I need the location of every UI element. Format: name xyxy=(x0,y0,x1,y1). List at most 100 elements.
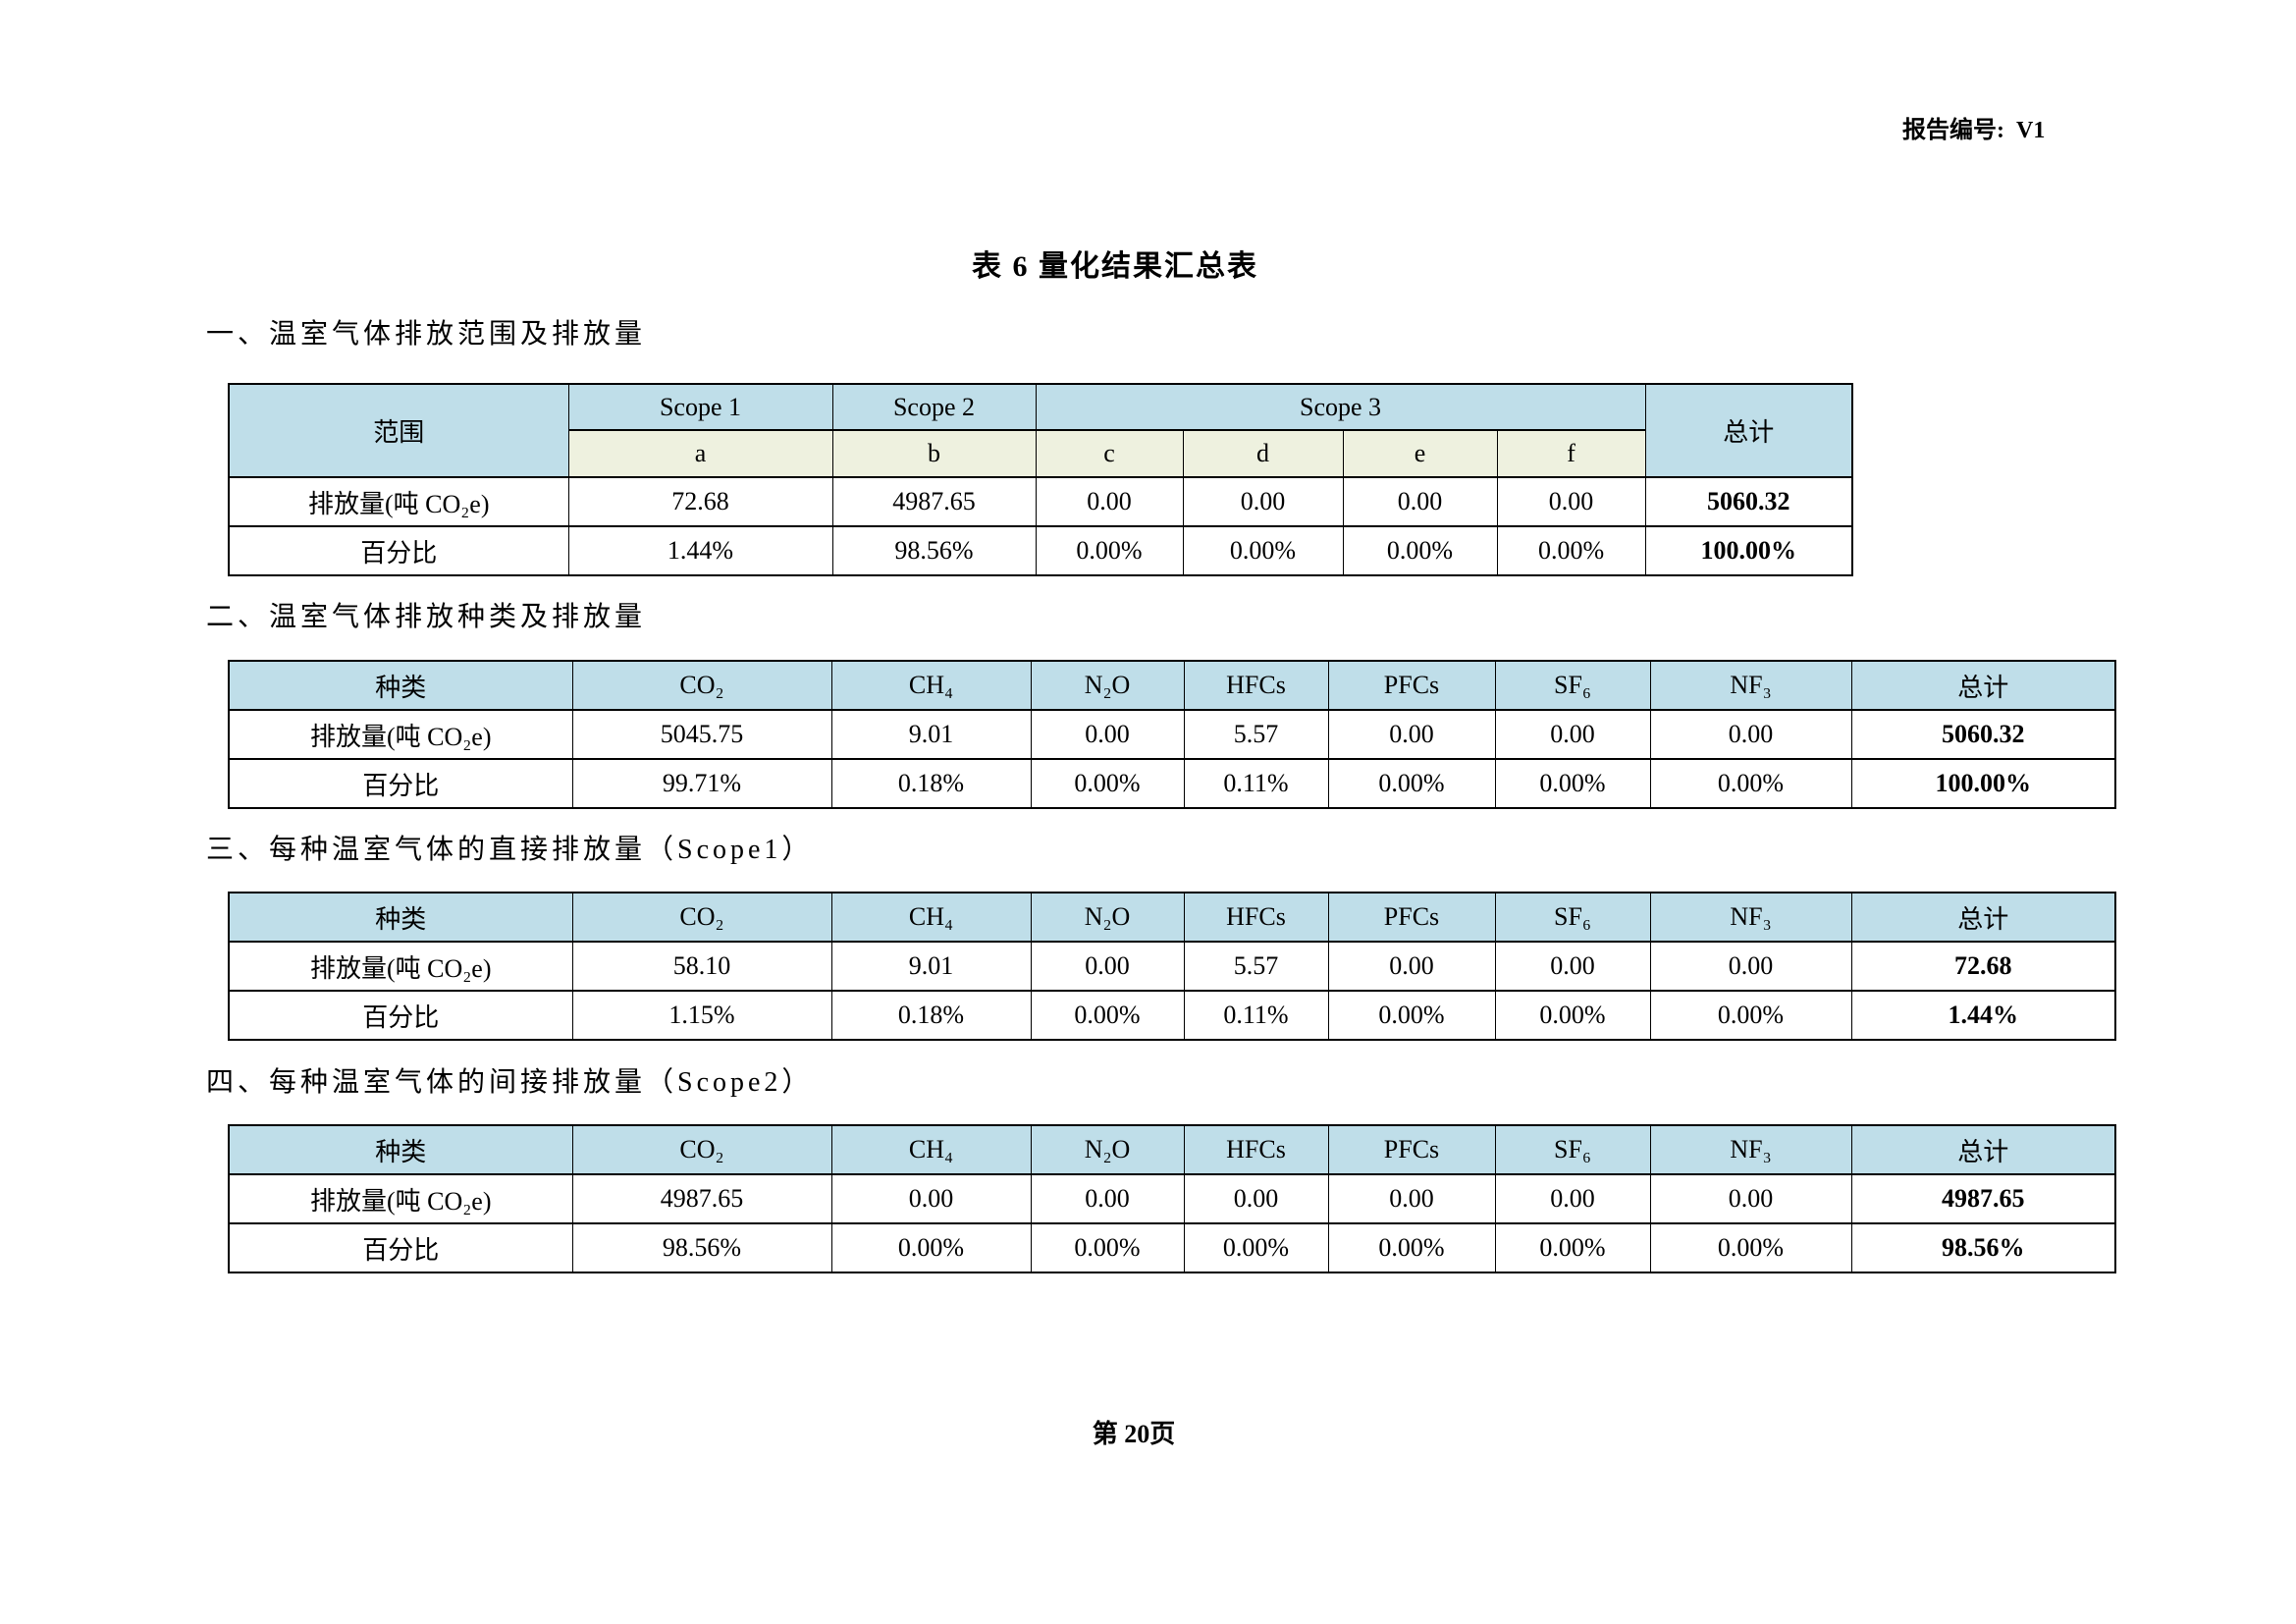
subcol-header-cell: b xyxy=(831,429,1037,478)
value-cell: 0.00% xyxy=(1327,758,1496,809)
total-value-cell: 5060.32 xyxy=(1644,476,1853,527)
row-label-cell: 排放量(吨 CO₂e) xyxy=(228,709,573,760)
table-header-row: 种类 CO₂ CH₄ N₂O HFCs PFCs SF₆ NF₃ 总计 xyxy=(228,660,2116,711)
header-cell: 种类 xyxy=(228,1124,573,1175)
value-cell: 0.00% xyxy=(1649,1222,1852,1273)
header-cell: N₂O xyxy=(1030,1124,1185,1175)
table-subheader-row: a b c d e f xyxy=(229,429,1852,478)
header-cell: NF₃ xyxy=(1649,1124,1852,1175)
table-row: 百分比 98.56% 0.00% 0.00% 0.00% 0.00% 0.00%… xyxy=(228,1222,2116,1273)
value-cell: 0.00 xyxy=(1030,941,1185,992)
header-cell: 总计 xyxy=(1850,660,2116,711)
value-cell: 0.00 xyxy=(1649,941,1852,992)
value-cell: 4987.65 xyxy=(571,1173,832,1224)
header-cell: 总计 xyxy=(1850,1124,2116,1175)
row-label-cell: 百分比 xyxy=(228,758,573,809)
header-cell: SF₆ xyxy=(1494,660,1651,711)
value-cell: 0.00 xyxy=(1035,476,1184,527)
table-row: 排放量(吨 CO₂e) 72.68 4987.65 0.00 0.00 0.00… xyxy=(228,476,1853,527)
total-value-cell: 100.00% xyxy=(1644,525,1853,576)
value-cell: 0.00 xyxy=(1342,476,1498,527)
table-row: 百分比 1.44% 98.56% 0.00% 0.00% 0.00% 0.00%… xyxy=(228,525,1853,576)
value-cell: 0.00% xyxy=(1494,1222,1651,1273)
value-cell: 0.11% xyxy=(1183,990,1329,1041)
row-label-cell: 排放量(吨 CO₂e) xyxy=(228,1173,573,1224)
value-cell: 0.18% xyxy=(830,758,1032,809)
total-value-cell: 72.68 xyxy=(1850,941,2116,992)
value-cell: 0.00% xyxy=(830,1222,1032,1273)
header-cell: N₂O xyxy=(1030,660,1185,711)
value-cell: 0.00 xyxy=(1030,1173,1185,1224)
indirect-emissions-table: 种类 CO₂ CH₄ N₂O HFCs PFCs SF₆ NF₃ 总计 排放量(… xyxy=(228,1124,2116,1273)
header-cell: NF₃ xyxy=(1649,660,1852,711)
value-cell: 5045.75 xyxy=(571,709,832,760)
direct-emissions-table: 种类 CO₂ CH₄ N₂O HFCs PFCs SF₆ NF₃ 总计 排放量(… xyxy=(228,892,2116,1041)
table-header-row: 种类 CO₂ CH₄ N₂O HFCs PFCs SF₆ NF₃ 总计 xyxy=(228,892,2116,943)
corner-header-cell: 范围 xyxy=(228,383,569,478)
value-cell: 0.00% xyxy=(1030,758,1185,809)
scope1-header-cell: Scope 1 xyxy=(567,383,833,431)
gas-types-table: 种类 CO₂ CH₄ N₂O HFCs PFCs SF₆ NF₃ 总计 排放量(… xyxy=(228,660,2116,809)
value-cell: 0.00 xyxy=(1649,1173,1852,1224)
value-cell: 58.10 xyxy=(571,941,832,992)
page-number: 第 20页 xyxy=(1092,1420,1176,1448)
table-row: 排放量(吨 CO₂e) 5045.75 9.01 0.00 5.57 0.00 … xyxy=(228,709,2116,760)
section-heading-2: 二、温室气体排放种类及排放量 xyxy=(206,602,647,632)
scope3-header-cell: Scope 3 xyxy=(1035,383,1646,431)
value-cell: 0.00% xyxy=(1327,1222,1496,1273)
row-label-cell: 百分比 xyxy=(228,525,569,576)
row-label-cell: 排放量(吨 CO₂e) xyxy=(228,476,569,527)
subcol-header-cell: c xyxy=(1035,429,1184,478)
table-row: 百分比 99.71% 0.18% 0.00% 0.11% 0.00% 0.00%… xyxy=(228,758,2116,809)
value-cell: 0.18% xyxy=(830,990,1032,1041)
report-number: 报告编号: V1 xyxy=(1902,118,2046,143)
header-cell: HFCs xyxy=(1183,660,1329,711)
row-label-cell: 百分比 xyxy=(228,1222,573,1273)
table-header-row: 种类 CO₂ CH₄ N₂O HFCs PFCs SF₆ NF₃ 总计 xyxy=(228,1124,2116,1175)
value-cell: 0.00 xyxy=(1182,476,1344,527)
header-cell: CH₄ xyxy=(830,660,1032,711)
value-cell: 0.00% xyxy=(1649,758,1852,809)
value-cell: 1.44% xyxy=(567,525,833,576)
header-cell: PFCs xyxy=(1327,892,1496,943)
value-cell: 5.57 xyxy=(1183,709,1329,760)
value-cell: 0.00% xyxy=(1030,990,1185,1041)
row-label-cell: 排放量(吨 CO₂e) xyxy=(228,941,573,992)
scope-emissions-table: 范围 Scope 1 Scope 2 Scope 3 总计 a b c d e … xyxy=(228,383,1854,576)
total-value-cell: 4987.65 xyxy=(1850,1173,2116,1224)
table-row: 排放量(吨 CO₂e) 58.10 9.01 0.00 5.57 0.00 0.… xyxy=(228,941,2116,992)
value-cell: 0.00 xyxy=(1327,1173,1496,1224)
value-cell: 1.15% xyxy=(571,990,832,1041)
value-cell: 0.00% xyxy=(1494,758,1651,809)
subcol-header-cell: e xyxy=(1342,429,1498,478)
value-cell: 98.56% xyxy=(571,1222,832,1273)
value-cell: 99.71% xyxy=(571,758,832,809)
total-value-cell: 100.00% xyxy=(1850,758,2116,809)
section-heading-3: 三、每种温室气体的直接排放量（Scope1） xyxy=(206,835,814,865)
table-row: 排放量(吨 CO₂e) 4987.65 0.00 0.00 0.00 0.00 … xyxy=(228,1173,2116,1224)
value-cell: 98.56% xyxy=(831,525,1037,576)
header-cell: CH₄ xyxy=(830,892,1032,943)
subcol-header-cell: a xyxy=(567,429,833,478)
value-cell: 0.00% xyxy=(1649,990,1852,1041)
value-cell: 0.00 xyxy=(1183,1173,1329,1224)
subcol-header-cell: f xyxy=(1496,429,1646,478)
section-heading-1: 一、温室气体排放范围及排放量 xyxy=(206,319,647,350)
value-cell: 5.57 xyxy=(1183,941,1329,992)
value-cell: 0.00% xyxy=(1327,990,1496,1041)
table-row: 百分比 1.15% 0.18% 0.00% 0.11% 0.00% 0.00% … xyxy=(228,990,2116,1041)
value-cell: 0.00 xyxy=(1494,709,1651,760)
value-cell: 9.01 xyxy=(830,709,1032,760)
header-cell: PFCs xyxy=(1327,1124,1496,1175)
value-cell: 0.00 xyxy=(1649,709,1852,760)
value-cell: 0.00 xyxy=(1496,476,1646,527)
header-cell: NF₃ xyxy=(1649,892,1852,943)
value-cell: 0.00 xyxy=(1494,1173,1651,1224)
header-cell: SF₆ xyxy=(1494,892,1651,943)
total-header-cell: 总计 xyxy=(1644,383,1853,478)
header-cell: HFCs xyxy=(1183,892,1329,943)
value-cell: 0.00 xyxy=(1494,941,1651,992)
header-cell: 种类 xyxy=(228,892,573,943)
header-cell: CO₂ xyxy=(571,1124,832,1175)
